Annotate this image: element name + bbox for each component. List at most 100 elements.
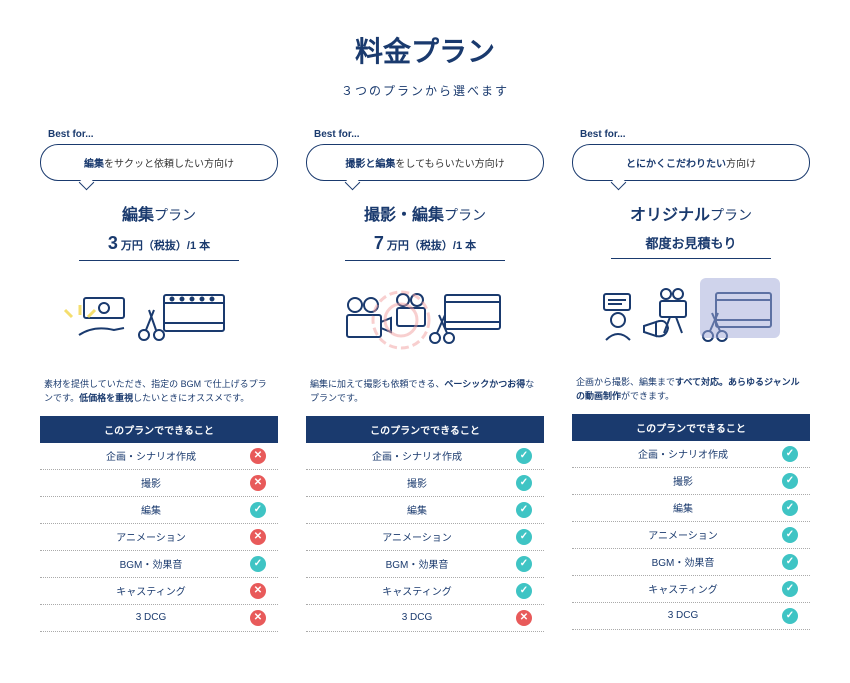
check-icon: ✓ [516,448,532,464]
check-icon: ✓ [782,500,798,516]
plan-name: オリジナルプラン [572,201,810,225]
feature-row: 3 DCG✓ [572,603,810,630]
feature-label: 編集 [584,500,782,515]
feature-label: 3 DCG [584,610,782,621]
feature-row: キャスティング✓ [572,576,810,603]
feature-label: アニメーション [52,529,250,544]
check-icon: ✓ [516,529,532,545]
plan-illustration [40,275,278,365]
feature-label: BGM・効果音 [318,556,516,571]
feature-row: 撮影✓ [306,470,544,497]
divider [611,258,771,259]
price-number: 7 [374,233,384,253]
price-row: 7 万円（税抜）/1 本 [306,233,544,254]
feature-label: 企画・シナリオ作成 [318,448,516,463]
features-header: このプランでできること [306,416,544,443]
plan-name-bold: 編集 [122,207,154,224]
best-for-label: Best for... [314,129,544,140]
plan-name: 編集プラン [40,201,278,225]
bubble-rest: をサクッと依頼したい方向け [104,159,234,170]
plan-card: Best for...編集をサクッと依頼したい方向け編集プラン3 万円（税抜）/… [40,129,278,632]
check-icon: ✓ [782,581,798,597]
plan-card: Best for...とにかくこだわりたい方向けオリジナルプラン都度お見積もり … [572,129,810,632]
feature-label: BGM・効果音 [52,556,250,571]
feature-label: 撮影 [318,475,516,490]
feature-row: BGM・効果音✓ [572,549,810,576]
plan-name: 撮影・編集プラン [306,201,544,225]
feature-row: 企画・シナリオ作成✓ [572,441,810,468]
best-for-label: Best for... [580,129,810,140]
price-row: 3 万円（税抜）/1 本 [40,233,278,254]
feature-label: 3 DCG [52,612,250,623]
feature-row: キャスティング✓ [306,578,544,605]
feature-row: 撮影✓ [572,468,810,495]
page-title: 料金プラン [40,30,810,70]
plan-name-bold: 撮影・編集 [364,207,444,224]
feature-row: 撮影✕ [40,470,278,497]
feature-label: アニメーション [318,529,516,544]
feature-label: 企画・シナリオ作成 [584,446,782,461]
plan-name-light: プラン [710,207,752,223]
feature-row: 企画・シナリオ作成✓ [306,443,544,470]
plans-container: Best for...編集をサクッと依頼したい方向け編集プラン3 万円（税抜）/… [40,129,810,632]
feature-row: BGM・効果音✓ [306,551,544,578]
cross-icon: ✕ [250,610,266,626]
feature-row: 編集✓ [306,497,544,524]
feature-row: 編集✓ [40,497,278,524]
check-icon: ✓ [250,556,266,572]
feature-label: BGM・効果音 [584,554,782,569]
divider [79,260,239,261]
plan-illustration [306,275,544,365]
divider [345,260,505,261]
check-icon: ✓ [782,473,798,489]
bubble-rest: 方向け [726,159,756,170]
check-icon: ✓ [516,556,532,572]
check-icon: ✓ [516,475,532,491]
feature-label: キャスティング [52,583,250,598]
feature-label: キャスティング [584,581,782,596]
plan-description: 素材を提供していただき、指定の BGM で仕上げるプランです。低価格を重視したい… [40,377,278,406]
price-unit: 万円（税抜）/1 本 [384,240,476,252]
check-icon: ✓ [250,502,266,518]
feature-row: 3 DCG✕ [306,605,544,632]
plan-description: 編集に加えて撮影も依頼できる、ベーシックかつお得なプランです。 [306,377,544,406]
cross-icon: ✕ [250,583,266,599]
feature-label: 撮影 [584,473,782,488]
cross-icon: ✕ [250,475,266,491]
best-for-label: Best for... [48,129,278,140]
features-header: このプランでできること [572,414,810,441]
plan-illustration [572,273,810,363]
bubble-bold: 撮影と編集 [345,159,395,170]
features-header: このプランでできること [40,416,278,443]
cross-icon: ✕ [250,448,266,464]
feature-label: キャスティング [318,583,516,598]
feature-label: 企画・シナリオ作成 [52,448,250,463]
plan-bubble: 撮影と編集をしてもらいたい方向け [306,144,544,181]
price-alt: 都度お見積もり [572,233,810,252]
feature-label: 撮影 [52,475,250,490]
plan-name-bold: オリジナル [630,207,710,224]
feature-row: 3 DCG✕ [40,605,278,632]
plan-name-light: プラン [154,207,196,223]
plan-card: Best for... 撮影と編集をしてもらいたい方向け撮影・編集プラン 7 万円（… [306,129,544,632]
plan-bubble: とにかくこだわりたい方向け [572,144,810,181]
check-icon: ✓ [782,554,798,570]
feature-row: 編集✓ [572,495,810,522]
feature-row: 企画・シナリオ作成✕ [40,443,278,470]
cross-icon: ✕ [516,610,532,626]
price-unit: 万円（税抜）/1 本 [118,240,210,252]
bubble-bold: とにかくこだわりたい [626,159,726,170]
check-icon: ✓ [782,446,798,462]
feature-row: アニメーション✓ [306,524,544,551]
bubble-rest: をしてもらいたい方向け [395,159,504,170]
price-number: 3 [108,233,118,253]
page-subtitle: ３つのプランから選べます [40,82,810,99]
feature-label: アニメーション [584,527,782,542]
feature-label: 3 DCG [318,612,516,623]
header: 料金プラン ３つのプランから選べます [40,30,810,99]
feature-row: アニメーション✓ [572,522,810,549]
check-icon: ✓ [516,583,532,599]
check-icon: ✓ [516,502,532,518]
bubble-bold: 編集 [84,159,104,170]
check-icon: ✓ [782,608,798,624]
